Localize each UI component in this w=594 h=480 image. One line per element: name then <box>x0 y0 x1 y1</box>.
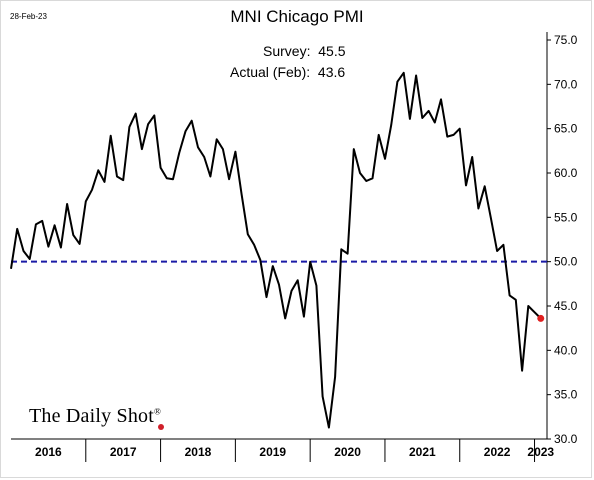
survey-label: Survey: <box>263 43 311 59</box>
y-tick-label: 50.0 <box>554 255 578 269</box>
x-tick-label: 2017 <box>110 445 137 459</box>
y-tick-label: 75.0 <box>554 33 578 47</box>
y-tick-label: 60.0 <box>554 166 578 180</box>
logo-text: The Daily Shot <box>29 405 155 427</box>
daily-shot-logo: The Daily Shot® <box>29 405 161 428</box>
y-axis-ticks: 30.0 35.0 40.0 45.0 50.0 55.0 60.0 65.0 70.0 75.0 <box>547 33 578 446</box>
date-label: 28-Feb-23 <box>10 12 47 21</box>
actual-value: 43.6 <box>317 64 346 80</box>
y-tick-label: 55.0 <box>554 210 578 224</box>
y-tick-label: 70.0 <box>554 77 578 91</box>
survey-annotation: Survey: 45.5 <box>263 43 346 59</box>
logo-registered-mark: ® <box>154 406 162 417</box>
pmi-series-line <box>10 71 542 429</box>
last-value-point <box>537 314 545 322</box>
x-tick-label: 2019 <box>259 445 286 459</box>
x-axis-ticks: 2016 2017 2018 2019 2020 2021 2022 2023 <box>35 439 554 462</box>
actual-annotation: Actual (Feb): 43.6 <box>230 64 345 80</box>
y-tick-label: 65.0 <box>554 122 578 136</box>
chart-title: MNI Chicago PMI <box>230 7 364 26</box>
x-tick-label: 2021 <box>409 445 436 459</box>
series-group <box>10 71 545 429</box>
actual-label: Actual (Feb): <box>230 64 311 80</box>
survey-value: 45.5 <box>318 43 346 59</box>
y-tick-label: 35.0 <box>554 388 578 402</box>
logo-dot <box>158 424 164 430</box>
axes <box>11 32 548 440</box>
x-tick-label: 2023 <box>527 445 554 459</box>
y-tick-label: 40.0 <box>554 343 578 357</box>
y-tick-label: 30.0 <box>554 432 578 446</box>
y-tick-label: 45.0 <box>554 299 578 313</box>
x-tick-label: 2022 <box>484 445 511 459</box>
x-tick-label: 2018 <box>185 445 212 459</box>
x-tick-label: 2020 <box>334 445 361 459</box>
x-tick-label: 2016 <box>35 445 62 459</box>
